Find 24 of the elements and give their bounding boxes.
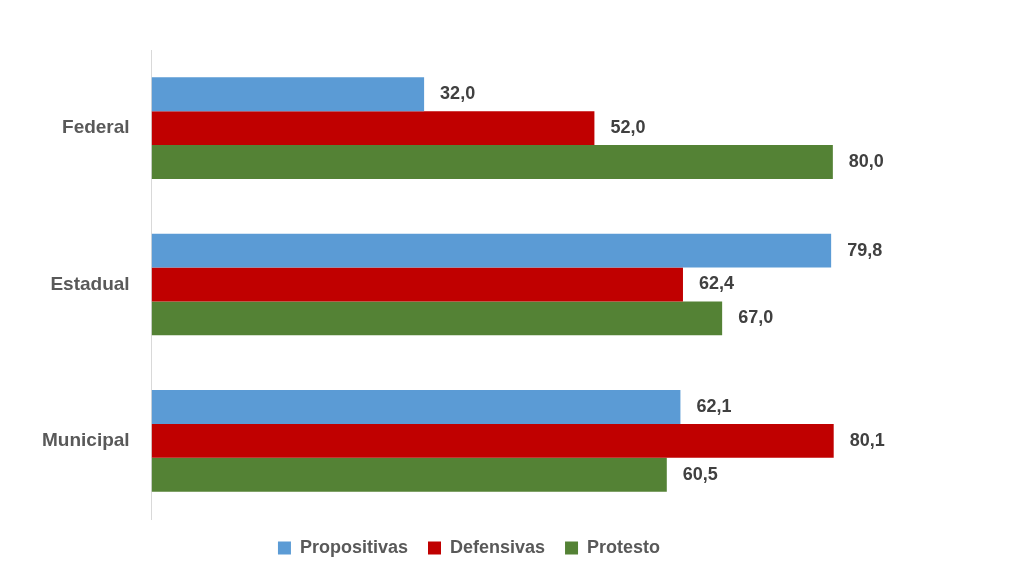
bar — [151, 457, 667, 492]
data-label: 67,0 — [738, 307, 774, 328]
bar — [151, 77, 425, 112]
data-label: 32,0 — [440, 83, 476, 104]
data-label: 79,8 — [847, 239, 883, 260]
data-label: 60,5 — [682, 463, 718, 484]
bar — [151, 390, 681, 424]
bar — [151, 233, 832, 268]
y-tick-label: Federal — [62, 116, 130, 138]
data-label: 62,4 — [698, 273, 735, 294]
legend-label: Propositivas — [299, 536, 408, 557]
legend-label: Protesto — [587, 536, 661, 557]
data-label: 52,0 — [610, 117, 646, 138]
bar — [151, 423, 834, 458]
data-label: 62,1 — [696, 395, 732, 416]
data-label: 80,0 — [848, 151, 884, 172]
y-tick-label: Municipal — [41, 429, 130, 451]
data-label: 80,1 — [849, 429, 885, 450]
bar — [151, 111, 595, 146]
y-tick-label: Estadual — [50, 272, 130, 294]
bar — [151, 145, 833, 179]
bar — [151, 267, 683, 302]
bar — [151, 301, 723, 336]
legend-label: Defensivas — [449, 536, 546, 557]
